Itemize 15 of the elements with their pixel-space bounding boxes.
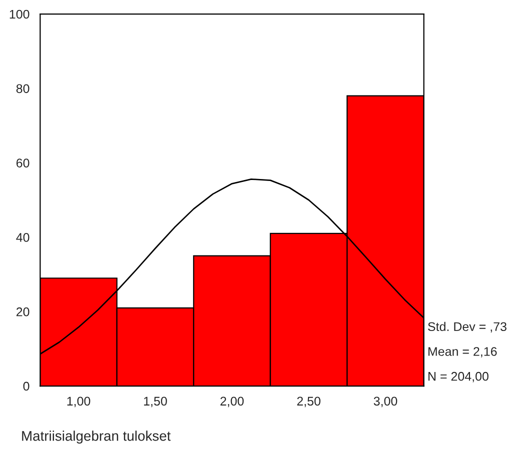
y-tick-label: 80 (16, 84, 30, 94)
y-tick-label: 40 (16, 233, 30, 242)
x-axis-title: Matriisialgebran tulokset (22, 430, 171, 444)
x-tick-label: 2,50 (297, 396, 320, 408)
y-tick-label: 0 (23, 382, 30, 391)
x-tick-label: 2,00 (220, 396, 244, 408)
text: N = 204,00 (428, 372, 488, 382)
x-tick-label: 1,50 (144, 396, 167, 408)
text: Mean = 2,16 (428, 347, 497, 358)
x-tick-label: 3,00 (374, 396, 398, 408)
text: Std. Dev = ,73 (428, 322, 506, 333)
y-tick-label: 20 (16, 307, 30, 316)
y-tick-label: 100 (10, 10, 30, 19)
x-tick-label: 1,00 (67, 396, 90, 408)
y-tick-label: 60 (16, 158, 30, 168)
